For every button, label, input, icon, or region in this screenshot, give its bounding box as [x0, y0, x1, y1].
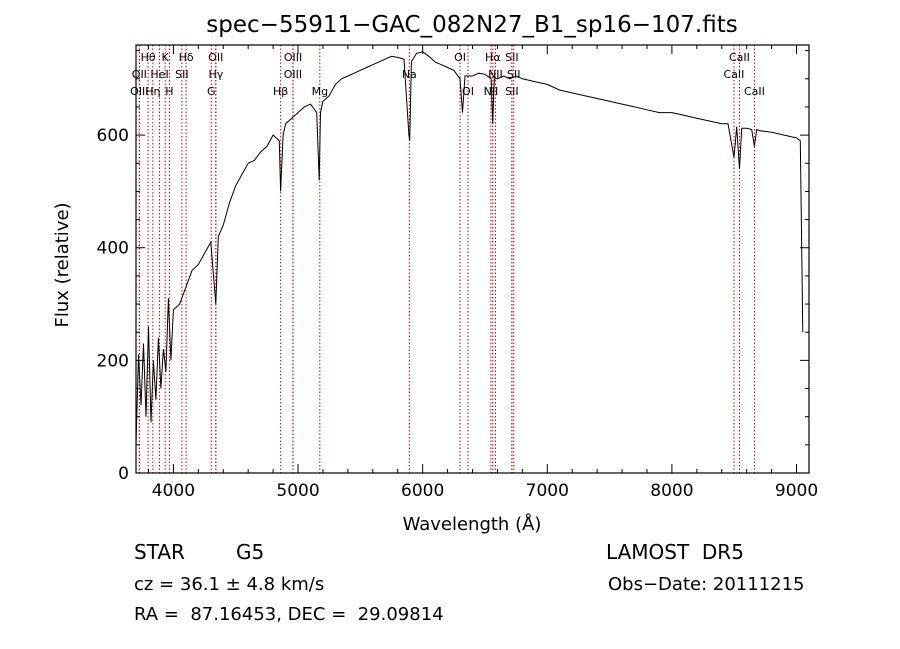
- survey-name: LAMOST DR5: [606, 540, 744, 564]
- x-tick-label: 9000: [775, 481, 818, 501]
- line-label: CaII: [744, 85, 765, 98]
- observation-date: Obs−Date: 20111215: [608, 574, 805, 595]
- line-label: OIII: [284, 51, 302, 64]
- line-label: OIII: [130, 85, 148, 98]
- line-label: Hα: [485, 51, 501, 64]
- line-label: NII: [484, 85, 499, 98]
- x-tick-label: 8000: [650, 481, 693, 501]
- line-label: SII: [507, 68, 520, 81]
- line-label: Mg: [312, 85, 328, 98]
- line-label: CaII: [724, 68, 745, 81]
- line-label: G: [207, 85, 216, 98]
- y-tick-label: 200: [97, 351, 129, 371]
- line-label: Hη: [145, 85, 160, 98]
- x-tick-label: 7000: [526, 481, 569, 501]
- line-label: CaII: [729, 51, 750, 64]
- line-label: SII: [505, 51, 518, 64]
- line-label: HeI: [150, 68, 168, 81]
- spectrum-series: [135, 51, 804, 445]
- chart-title: spec−55911−GAC_082N27_B1_sp16−107.fits: [206, 12, 737, 38]
- x-axis: 4000 5000 6000 7000 8000 9000: [147, 45, 818, 501]
- y-axis: 0 200 400 600: [97, 50, 809, 484]
- line-label: Hδ: [179, 51, 194, 64]
- y-axis-label: Flux (relative): [52, 202, 73, 327]
- x-tick-label: 4000: [152, 481, 195, 501]
- line-label: H: [165, 85, 173, 98]
- line-label: K: [162, 51, 170, 64]
- x-tick-label: 6000: [401, 481, 444, 501]
- line-label: Na: [402, 68, 417, 81]
- line-label: Hθ: [141, 51, 156, 64]
- line-label: OI: [454, 51, 466, 64]
- line-label: OIII: [284, 68, 302, 81]
- redshift-velocity: cz = 36.1 ± 4.8 km/s: [134, 574, 325, 595]
- line-label: Hβ: [273, 85, 288, 98]
- y-tick-label: 400: [97, 239, 129, 259]
- line-label: SII: [175, 68, 188, 81]
- line-label: SII: [505, 85, 518, 98]
- line-label: Hγ: [208, 68, 223, 81]
- line-label: OI: [462, 85, 474, 98]
- x-axis-label: Wavelength (Å): [403, 513, 542, 535]
- y-tick-label: 0: [118, 464, 129, 484]
- object-subclass: G5: [236, 540, 265, 564]
- x-tick-label: 5000: [276, 481, 319, 501]
- object-class: STAR: [134, 540, 185, 564]
- coordinates: RA = 87.16453, DEC = 29.09814: [134, 604, 444, 625]
- spectrum-line: [135, 51, 804, 445]
- y-tick-label: 600: [97, 126, 129, 146]
- plot-frame: [135, 44, 810, 474]
- line-label: OII: [208, 51, 223, 64]
